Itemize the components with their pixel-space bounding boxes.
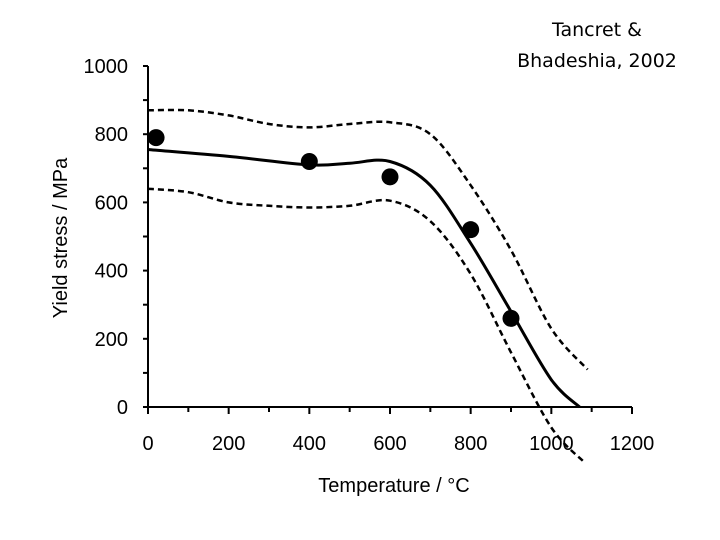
annotation-line-1: Tancret &	[551, 19, 642, 41]
y-tick-label: 0	[117, 397, 128, 419]
data-point	[462, 221, 480, 239]
y-tick-label: 400	[95, 261, 128, 283]
data-point	[381, 168, 399, 186]
x-axis-title: Temperature / °C	[318, 475, 469, 497]
y-axis-title: Yield stress / MPa	[50, 157, 72, 318]
axes: 0 200 400 600 800 1000 0 200 400 600 800 1000 1200	[84, 56, 655, 455]
annotation-line-2: Bhadeshia, 2002	[517, 50, 677, 72]
data-point	[502, 309, 520, 327]
y-tick-label: 600	[95, 192, 128, 214]
y-tick-label: 1000	[84, 56, 129, 78]
y-tick-label: 200	[95, 329, 128, 351]
data-points	[147, 129, 520, 327]
x-tick-label: 800	[454, 433, 487, 455]
x-tick-label: 0	[142, 433, 153, 455]
x-tick-label: 1000	[529, 433, 574, 455]
series-lines	[147, 108, 589, 463]
upper-error-bound-line	[147, 108, 589, 371]
x-tick-label: 1200	[610, 433, 655, 455]
lower-error-bound-line	[147, 187, 585, 463]
data-point	[147, 129, 165, 147]
x-tick-label: 600	[373, 433, 406, 455]
data-point	[300, 152, 318, 170]
labels: Tancret & Bhadeshia, 2002 Temperature / …	[50, 19, 677, 497]
x-tick-label: 400	[293, 433, 326, 455]
y-tick-label: 800	[95, 124, 128, 146]
x-tick-label: 200	[212, 433, 245, 455]
model-prediction-line	[147, 148, 581, 409]
